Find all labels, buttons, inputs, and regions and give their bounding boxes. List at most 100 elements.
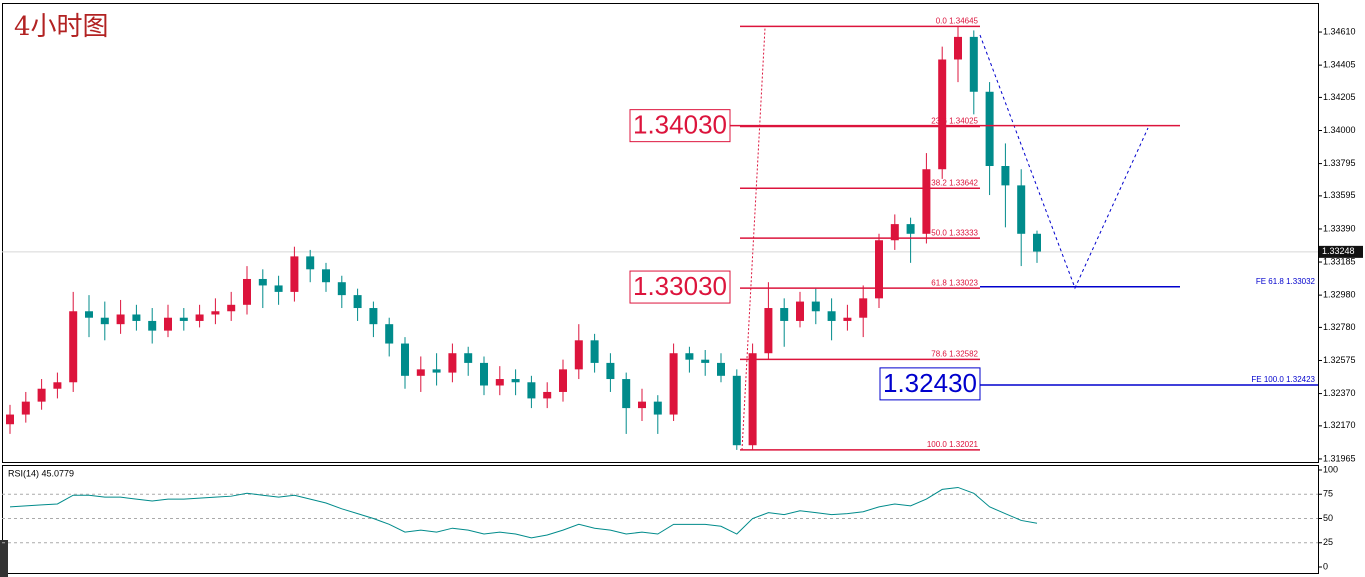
- candle-body: [969, 36, 978, 92]
- candle-body: [21, 401, 30, 415]
- annotation-text: 1.34030: [633, 110, 727, 140]
- candle-body: [1033, 233, 1041, 252]
- scroll-handle: [0, 540, 8, 577]
- y-tick-label: 1.34405: [1323, 60, 1356, 70]
- candle-body: [495, 379, 504, 386]
- fib-level-label: 100.0 1.32021: [927, 440, 979, 449]
- candle-body: [669, 353, 678, 415]
- y-tick-label: 1.33795: [1323, 158, 1356, 168]
- candle-body: [732, 375, 741, 446]
- annotation-box: [629, 109, 731, 143]
- y-tick-label: 1.33595: [1323, 190, 1356, 200]
- candle-body: [322, 269, 330, 283]
- candle-body: [290, 256, 299, 292]
- candle-body: [227, 304, 236, 312]
- candle-body: [701, 359, 710, 363]
- fib-level-label: 61.8 1.33023: [931, 278, 978, 287]
- candle-body: [385, 324, 394, 344]
- candle-body: [748, 353, 757, 446]
- fib-trend-line: [741, 27, 766, 451]
- rsi-title: RSI(14) 45.0779: [8, 468, 74, 478]
- fe-level-label: FE 61.8 1.33032: [1256, 277, 1316, 286]
- candle-body: [922, 169, 931, 234]
- fib-level-label: 38.2 1.33642: [931, 178, 978, 187]
- y-tick-label: 1.32370: [1323, 388, 1356, 398]
- y-tick-label: 1.34610: [1323, 26, 1356, 36]
- candle-body: [606, 362, 615, 380]
- candle-body: [132, 314, 141, 321]
- price-panel: [2, 3, 1319, 463]
- annotation-text: 1.32430: [883, 368, 977, 398]
- candle-body: [1017, 185, 1026, 234]
- fe-level-label: FE 100.0 1.32423: [1251, 375, 1315, 384]
- candle-body: [116, 314, 125, 325]
- candle-body: [764, 308, 773, 354]
- candle-body: [574, 340, 583, 370]
- candle-body: [511, 379, 520, 383]
- candle-body: [100, 317, 109, 325]
- fib-level-label: 0.0 1.34645: [936, 17, 979, 26]
- candle-body: [337, 282, 346, 296]
- candle-body: [543, 391, 552, 399]
- candle-body: [559, 369, 567, 392]
- candle-body: [306, 256, 315, 270]
- candle-body: [6, 414, 14, 425]
- candle-body: [590, 340, 599, 363]
- candle-body: [653, 401, 662, 415]
- rsi-tick-label: 50: [1323, 513, 1333, 523]
- candle-body: [875, 240, 883, 299]
- candle-body: [148, 320, 157, 331]
- candle-body: [780, 308, 789, 321]
- candle-body: [243, 278, 251, 305]
- candle-body: [53, 382, 62, 389]
- candle-body: [164, 317, 172, 331]
- candle-body: [843, 317, 852, 321]
- candle-body: [480, 362, 488, 386]
- candle-body: [353, 295, 362, 309]
- candle-body: [906, 224, 915, 234]
- candle-body: [827, 311, 836, 321]
- rsi-tick-label: 100: [1323, 464, 1338, 474]
- y-tick-label: 1.34205: [1323, 92, 1356, 102]
- rsi-line: [9, 486, 1038, 539]
- candle-body: [464, 353, 473, 363]
- candle-body: [69, 311, 78, 383]
- fib-level-label: 50.0 1.33333: [931, 228, 978, 237]
- annotation-text: 1.33030: [633, 271, 727, 301]
- candle-body: [195, 314, 204, 321]
- y-tick-label: 1.31965: [1323, 453, 1356, 463]
- candle-body: [1001, 166, 1010, 186]
- candle-body: [527, 382, 536, 399]
- rsi-tick-label: 75: [1323, 489, 1333, 499]
- candle-body: [369, 308, 378, 325]
- last-price-tag: [1319, 245, 1363, 258]
- candle-body: [432, 369, 441, 373]
- last-price-label: 1.33248: [1322, 246, 1355, 256]
- candle-body: [954, 36, 962, 60]
- y-tick-label: 1.32575: [1323, 355, 1356, 365]
- candle-body: [859, 298, 868, 318]
- candle-body: [37, 388, 46, 402]
- candle-body: [85, 311, 93, 318]
- annotation-box: [879, 367, 981, 401]
- candle-body: [985, 91, 994, 167]
- y-tick-label: 1.33185: [1323, 256, 1356, 266]
- chart-title: 4小时图: [14, 12, 109, 42]
- y-tick-label: 1.32780: [1323, 322, 1356, 332]
- candle-body: [811, 301, 820, 312]
- candle-body: [796, 301, 804, 321]
- rsi-tick-label: 25: [1323, 537, 1333, 547]
- candle-body: [448, 353, 457, 373]
- fib-level-label: 78.6 1.32582: [931, 349, 978, 358]
- y-tick-label: 1.32170: [1323, 420, 1356, 430]
- rsi-tick-label: 0: [1323, 561, 1328, 571]
- fib-level-label: 23.6 1.34025: [931, 117, 978, 126]
- candle-body: [179, 317, 188, 321]
- candle-body: [717, 362, 725, 376]
- candle-body: [401, 343, 409, 376]
- candle-body: [211, 311, 220, 315]
- candle-body: [622, 379, 631, 409]
- candle-body: [258, 278, 267, 286]
- y-tick-label: 1.34000: [1323, 125, 1356, 135]
